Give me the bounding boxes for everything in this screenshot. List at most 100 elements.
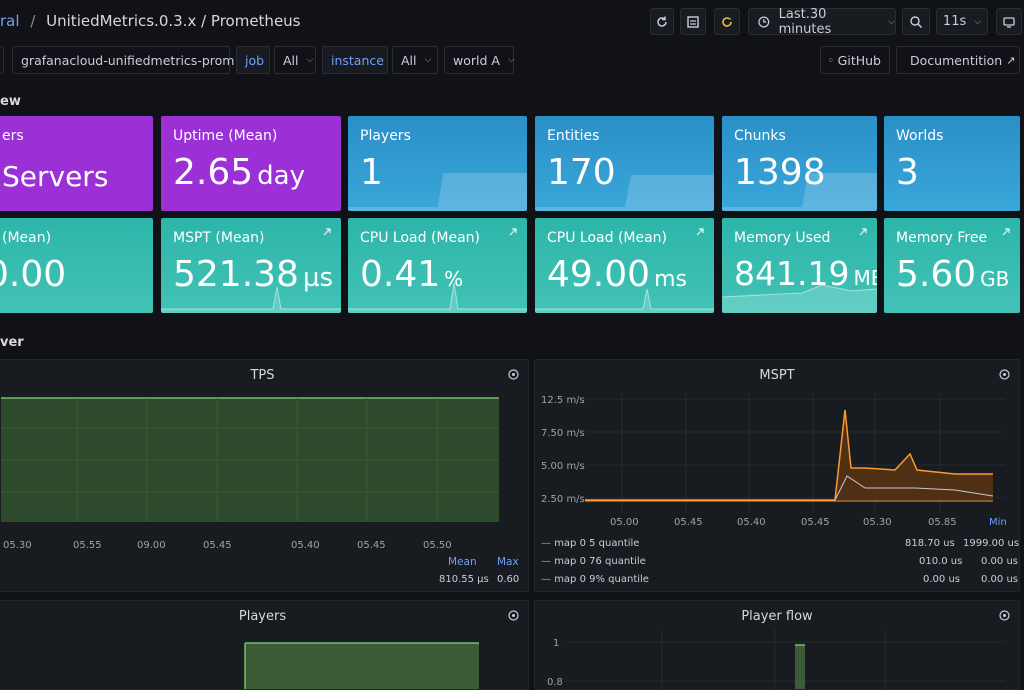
legend-label: map 0 5 quantile <box>554 538 640 549</box>
x-tick: 05.00 <box>610 517 639 528</box>
job-value: All <box>283 52 299 68</box>
stat-memory-free[interactable]: Memory Free 5.60 GB <box>884 218 1020 313</box>
stat-value-wrap: 521.38 µs <box>173 254 333 295</box>
row-title-overview[interactable]: ew <box>0 94 21 109</box>
legend-item[interactable]: — map 0 9% quantile <box>541 574 649 585</box>
x-tick: 05.45 <box>203 540 232 551</box>
x-tick: 05.40 <box>291 540 320 551</box>
stat-mspt-mean[interactable]: MSPT (Mean) 521.38 µs <box>161 218 341 313</box>
chevron-down-icon: ⌵ <box>507 55 515 65</box>
panel-menu-icon[interactable] <box>998 368 1011 381</box>
github-link[interactable]: GitHub <box>820 46 890 74</box>
link-icon[interactable] <box>857 226 869 238</box>
chevron-down-icon: ⌵ <box>424 55 432 65</box>
save-icon <box>687 15 699 28</box>
panel-player-flow[interactable]: Player flow 1 0.8 <box>534 600 1020 690</box>
dashboard-title: UnitiedMetrics.0.3.x / Prometheus <box>46 12 301 30</box>
stat-memory-used[interactable]: Memory Used 841.19MB <box>722 218 877 313</box>
reload-icon <box>657 16 667 27</box>
breadcrumb-folder-link[interactable]: ral <box>0 12 20 30</box>
instance-select[interactable]: All ⌵ <box>392 46 438 74</box>
link-icon[interactable] <box>694 226 706 238</box>
x-tick: 05.45 <box>357 540 386 551</box>
panel-title: MSPT <box>759 368 795 383</box>
stat-value: 2.65 <box>173 152 254 193</box>
x-tick: 05.30 <box>863 517 892 528</box>
stat-title: Players <box>360 128 411 144</box>
player-flow-graph: 1 0.8 <box>547 629 1005 689</box>
github-link-label: GitHub <box>837 52 881 68</box>
refresh-interval-picker[interactable]: 11s ⌵ <box>936 8 988 35</box>
legend-swatch-icon: — <box>541 574 551 585</box>
stat-value-wrap: 841.19MB <box>734 254 877 293</box>
stat-value-wrap: 49.00 ms <box>547 254 687 295</box>
stat-chunks[interactable]: Chunks 1398 <box>722 116 877 211</box>
panel-tps[interactable]: TPS 05.30 05.55 09.00 05.45 05.40 05.45 … <box>0 359 529 592</box>
stat-sparkline <box>161 286 341 313</box>
stat-entities[interactable]: Entities 170 <box>535 116 714 211</box>
stat-title: Chunks <box>734 128 786 144</box>
external-link-icon: ↗ <box>1006 53 1016 67</box>
panel-title: TPS <box>250 368 275 383</box>
legend-swatch-icon: — <box>541 556 551 567</box>
panel-menu-icon[interactable] <box>998 609 1011 622</box>
panel-title: Players <box>238 609 287 624</box>
panel-title: Player flow <box>741 609 813 624</box>
documentation-link-label: Documentition <box>910 52 1003 68</box>
stat-unit: µs <box>302 263 334 293</box>
zoom-out-button[interactable] <box>902 8 930 35</box>
panel-players[interactable]: Players <box>0 600 529 690</box>
world-select[interactable]: world A ⌵ <box>444 46 515 74</box>
top-bar: ral / UnitiedMetrics.0.3.x / Prometheus … <box>0 0 1024 42</box>
stat-unit: day <box>257 161 305 191</box>
link-icon[interactable] <box>507 226 519 238</box>
legend-item[interactable]: — map 0 76 quantile <box>541 556 646 567</box>
refresh-dashboard-button[interactable] <box>650 8 674 35</box>
link-icon[interactable] <box>1000 226 1012 238</box>
time-range-label: Last.30 minutes <box>778 6 832 37</box>
datasource-select[interactable]: grafanacloud-unifiedmetrics-prom ⌵ <box>12 46 249 74</box>
legend-header-max[interactable]: Max <box>497 556 519 568</box>
legend-mean: 818.70 us <box>905 538 955 549</box>
stat-worlds[interactable]: Worlds 3 <box>884 116 1020 211</box>
stat-title: CPU Load (Mean) <box>360 230 481 246</box>
stat-cpu-load-mean-2[interactable]: CPU Load (Mean) 49.00 ms <box>535 218 714 313</box>
cycle-icon <box>722 16 732 27</box>
panel-menu-icon[interactable] <box>507 609 520 622</box>
stat-value: 170 <box>547 152 616 193</box>
x-tick-min: Min <box>989 517 1007 528</box>
x-tick: 05.50 <box>423 540 452 551</box>
zoom-icon <box>910 15 923 28</box>
row-title-server[interactable]: ver <box>0 335 24 350</box>
x-tick: 05.45 <box>674 517 703 528</box>
dashboard-settings-button[interactable] <box>714 8 740 35</box>
stat-sparkline <box>722 173 877 211</box>
save-dashboard-button[interactable] <box>680 8 706 35</box>
panel-menu-icon[interactable] <box>507 368 520 381</box>
stat-sparkline <box>722 284 877 313</box>
legend-header-mean[interactable]: Mean <box>448 556 477 568</box>
y-tick: 7.50 m/s <box>541 428 585 439</box>
y-tick: 12.5 m/s <box>541 395 585 406</box>
stat-value-wrap: 2.65 day <box>173 152 305 193</box>
stat-title: Worlds <box>896 128 944 144</box>
stat-cpu-load-mean[interactable]: CPU Load (Mean) 0.41% <box>348 218 527 313</box>
legend-item[interactable]: — map 0 5 quantile <box>541 538 639 549</box>
legend-swatch-icon: — <box>541 538 551 549</box>
kiosk-mode-button[interactable] <box>996 8 1022 35</box>
x-tick: 05.45 <box>801 517 830 528</box>
stat-value-wrap: 5.60 GB <box>896 254 1009 295</box>
time-range-picker[interactable]: Last.30 minutes ⌵ <box>748 6 896 37</box>
stat-tps-mean[interactable]: (Mean) 0.00 <box>0 218 153 313</box>
chevron-down-icon: ⌵ <box>888 16 895 27</box>
stat-value: 5.60 <box>896 254 977 295</box>
stat-uptime[interactable]: Uptime (Mean) 2.65 day <box>161 116 341 211</box>
link-icon[interactable] <box>321 226 333 238</box>
stat-servers[interactable]: ers Servers <box>0 116 153 211</box>
legend-label: map 0 9% quantile <box>554 574 649 585</box>
documentation-link[interactable]: Documentition ↗ <box>896 46 1020 74</box>
stat-players[interactable]: Players 1 <box>348 116 527 211</box>
job-select[interactable]: All ⌵ <box>274 46 316 74</box>
stat-value: 521.38 <box>173 254 299 295</box>
panel-mspt[interactable]: MSPT 12.5 m/s 7.50 m/s 5.00 m/s 2.50 m/s… <box>534 359 1020 592</box>
